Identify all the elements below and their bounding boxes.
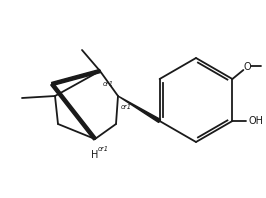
Polygon shape — [51, 83, 96, 140]
Text: H: H — [91, 150, 99, 160]
Text: or1: or1 — [98, 146, 109, 152]
Polygon shape — [118, 96, 160, 123]
Text: or1: or1 — [103, 81, 114, 87]
Polygon shape — [52, 69, 101, 86]
Text: O: O — [244, 62, 251, 72]
Text: OH: OH — [248, 116, 263, 126]
Text: or1: or1 — [121, 104, 132, 110]
